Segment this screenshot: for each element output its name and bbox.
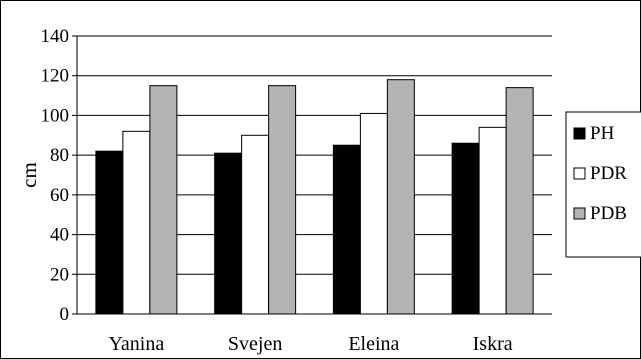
x-category-label: Svejen xyxy=(228,333,282,355)
y-tick-label: 100 xyxy=(41,105,70,126)
bar-ph-iskra xyxy=(451,142,480,315)
legend-label-pdb: PDB xyxy=(590,203,627,224)
y-tick-label: 120 xyxy=(41,66,70,87)
legend: PH PDR PDB xyxy=(565,111,641,258)
legend-label-pdr: PDR xyxy=(590,163,627,184)
y-tick-label: 80 xyxy=(50,145,69,166)
bar-pdr-svejen xyxy=(241,134,270,315)
bar-ph-yanina xyxy=(95,150,124,315)
legend-label-ph: PH xyxy=(590,123,615,144)
y-tick-label: 140 xyxy=(41,26,70,47)
legend-swatch-pdb xyxy=(573,207,586,220)
bar-ph-eleina xyxy=(332,144,361,315)
bars xyxy=(95,79,534,315)
legend-swatch-pdr xyxy=(573,167,586,180)
x-category-label: Iskra xyxy=(473,333,513,355)
y-axis-label: cm xyxy=(17,162,41,188)
y-tick-label: 60 xyxy=(50,185,69,206)
y-tick-label: 40 xyxy=(50,225,69,246)
bar-pdb-svejen xyxy=(268,85,297,315)
y-tick-label: 0 xyxy=(60,304,70,325)
bar-pdr-iskra xyxy=(478,126,507,315)
y-tick-label: 20 xyxy=(50,264,69,285)
bar-ph-svejen xyxy=(214,152,243,315)
bar-pdb-iskra xyxy=(505,87,534,315)
bar-pdb-yanina xyxy=(149,85,178,315)
bar-pdr-eleina xyxy=(359,112,388,315)
y-tick-labels: 0 20 40 60 80 100 120 140 xyxy=(41,26,70,325)
axes xyxy=(72,35,552,315)
x-category-labels: Yanina Svejen Eleina Iskra xyxy=(108,333,512,355)
legend-swatch-ph xyxy=(573,127,586,140)
x-category-label: Yanina xyxy=(108,333,164,355)
x-category-label: Eleina xyxy=(348,333,399,355)
bar-pdb-eleina xyxy=(386,79,415,315)
bar-pdr-yanina xyxy=(122,130,151,315)
